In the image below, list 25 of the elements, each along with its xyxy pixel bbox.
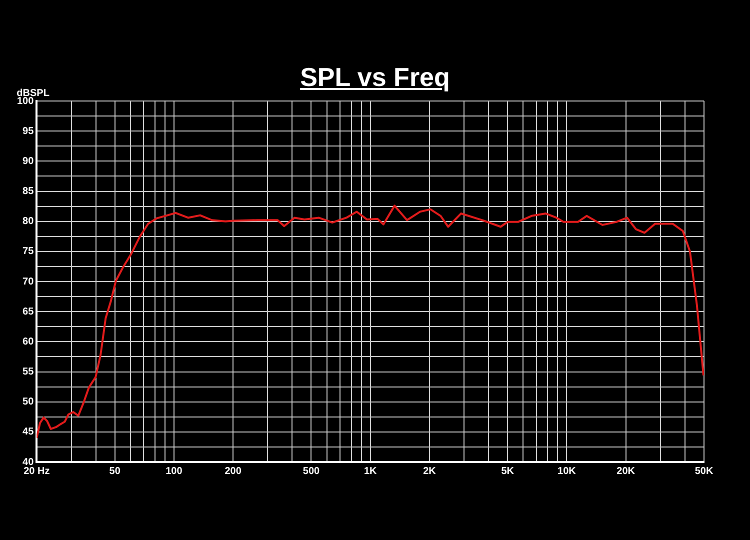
x-tick-label: 1K: [364, 466, 378, 477]
x-tick-label: 20 Hz: [24, 466, 50, 477]
y-tick-label: 90: [22, 156, 34, 167]
y-tick-label: 100: [16, 96, 34, 107]
y-tick-label: 80: [22, 216, 34, 228]
x-tick-label: 50: [109, 466, 121, 477]
x-tick-label: 200: [224, 466, 242, 477]
y-tick-label: 55: [22, 366, 34, 378]
y-tick-label: 75: [22, 246, 34, 258]
y-tick-label: 85: [22, 186, 34, 197]
x-tick-label: 50K: [694, 466, 714, 477]
x-tick-label: 5K: [501, 466, 515, 477]
x-tick-label: 100: [166, 466, 183, 477]
y-tick-label: 60: [22, 336, 34, 348]
chart-title: SPL vs Freq: [300, 62, 450, 92]
x-tick-label: 20K: [616, 466, 636, 477]
x-tick-label: 10K: [558, 466, 577, 477]
x-tick-label: 500: [302, 466, 320, 477]
y-tick-label: 50: [22, 396, 34, 408]
y-tick-label: 70: [22, 276, 34, 288]
y-tick-label: 65: [22, 306, 34, 318]
y-tick-label: 40: [22, 456, 34, 468]
x-tick-label: 2K: [423, 466, 437, 477]
y-tick-label: 95: [22, 126, 34, 137]
y-tick-label: 45: [22, 426, 34, 438]
